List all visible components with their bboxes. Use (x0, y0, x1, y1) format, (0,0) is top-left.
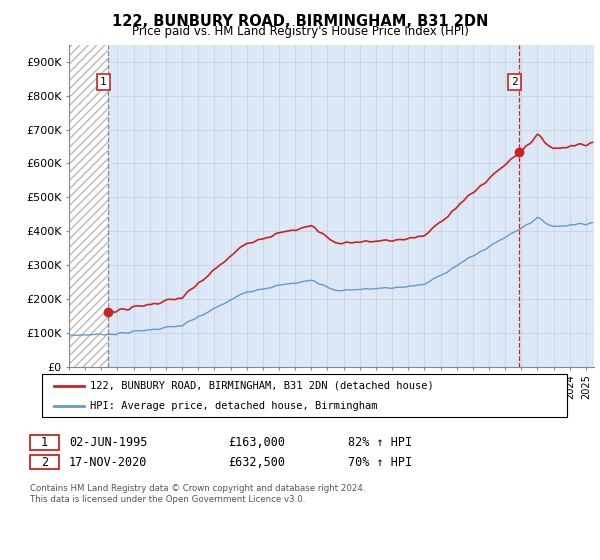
Text: HPI: Average price, detached house, Birmingham: HPI: Average price, detached house, Birm… (90, 402, 377, 411)
Text: 122, BUNBURY ROAD, BIRMINGHAM, B31 2DN: 122, BUNBURY ROAD, BIRMINGHAM, B31 2DN (112, 14, 488, 29)
Text: £163,000: £163,000 (228, 436, 285, 449)
Text: 2: 2 (41, 455, 48, 469)
Text: 02-JUN-1995: 02-JUN-1995 (69, 436, 148, 449)
Text: 70% ↑ HPI: 70% ↑ HPI (348, 455, 412, 469)
Text: £632,500: £632,500 (228, 455, 285, 469)
Text: Price paid vs. HM Land Registry's House Price Index (HPI): Price paid vs. HM Land Registry's House … (131, 25, 469, 38)
Text: 1: 1 (41, 436, 48, 449)
Text: Contains HM Land Registry data © Crown copyright and database right 2024.
This d: Contains HM Land Registry data © Crown c… (30, 484, 365, 504)
Text: 122, BUNBURY ROAD, BIRMINGHAM, B31 2DN (detached house): 122, BUNBURY ROAD, BIRMINGHAM, B31 2DN (… (90, 381, 434, 391)
Text: 82% ↑ HPI: 82% ↑ HPI (348, 436, 412, 449)
Text: 2: 2 (511, 77, 518, 87)
Text: 1: 1 (100, 77, 107, 87)
Bar (69, 45, 108, 367)
Text: 17-NOV-2020: 17-NOV-2020 (69, 455, 148, 469)
